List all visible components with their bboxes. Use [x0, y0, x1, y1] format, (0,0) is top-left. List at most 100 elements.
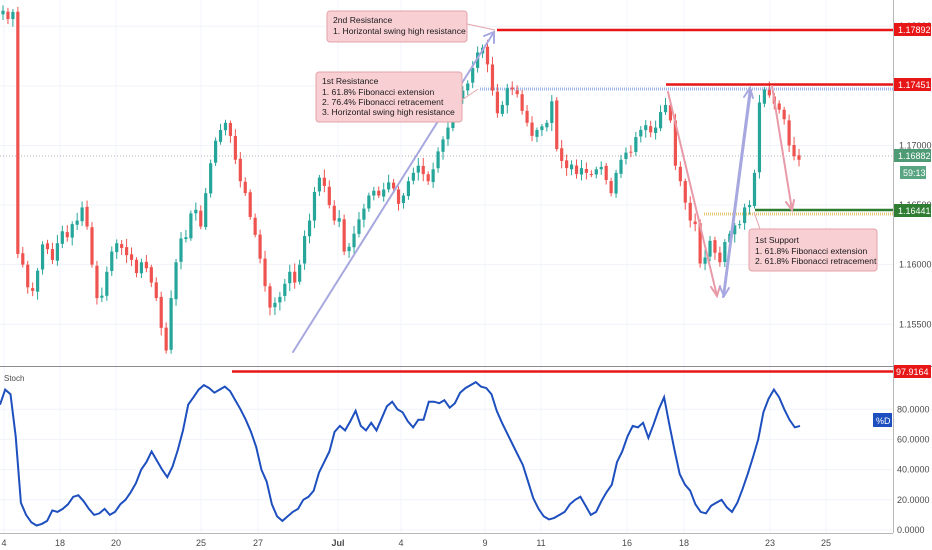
candle [36, 267, 40, 300]
candle [283, 278, 287, 302]
candle-body [505, 88, 509, 106]
candle [540, 123, 544, 137]
candle [312, 186, 317, 229]
candle [6, 7, 10, 25]
candle-body [441, 139, 445, 152]
candle-body [560, 148, 564, 161]
stoch-tick-label: 60.0000 [897, 434, 930, 444]
candle [164, 322, 168, 354]
stoch-tick-label: 80.0000 [897, 404, 930, 414]
candle-body [416, 165, 420, 173]
candle [525, 105, 529, 127]
candle [683, 178, 687, 210]
candle-body [752, 172, 757, 207]
candle-body [683, 181, 687, 203]
candle [258, 229, 262, 264]
candle [560, 139, 564, 169]
candle [31, 282, 35, 297]
candle [75, 212, 79, 230]
candle-body [678, 166, 682, 182]
candle-body [565, 160, 569, 169]
candle [372, 186, 376, 201]
candle [663, 98, 668, 115]
candle-body [589, 174, 593, 176]
res2-title: 2nd Resistance [333, 15, 392, 25]
candle [708, 235, 712, 262]
sup1-line-1: 1. 61.8% Fibonacci extension [755, 246, 867, 256]
candle-body [144, 261, 148, 269]
time-tick-label: 4 [1, 538, 6, 548]
candle [213, 137, 218, 167]
candle-body [283, 283, 287, 296]
candle-body [471, 67, 475, 83]
candle [218, 123, 223, 145]
candle-body [159, 296, 163, 328]
candle [125, 238, 129, 264]
candle-body [406, 181, 411, 197]
candle-body [100, 295, 104, 298]
candle [16, 6, 20, 259]
candle [520, 89, 524, 115]
candle-body [466, 83, 470, 91]
svg-text:97.9164: 97.9164 [896, 367, 929, 377]
time-tick-label: 16 [622, 538, 632, 548]
candle-body [184, 237, 188, 240]
candle-body [797, 155, 801, 160]
candle [634, 131, 638, 156]
candle-body [120, 244, 124, 248]
candle [347, 243, 351, 258]
candle [678, 161, 682, 187]
candle [357, 212, 361, 238]
annotation-1st-support: 1st Support 1. 61.8% Fibonacci extension… [748, 211, 878, 272]
annotation-2nd-resistance: 2nd Resistance 1. Horizontal swing high … [326, 10, 496, 43]
candle [129, 247, 134, 267]
candle-body [426, 174, 430, 182]
candle [139, 258, 144, 279]
candle [604, 162, 608, 185]
candle-body [337, 218, 341, 222]
candle-body [80, 207, 84, 222]
candle-body [115, 243, 119, 253]
candle-body [515, 90, 519, 95]
candle [209, 159, 213, 198]
candle [352, 225, 356, 254]
candle-body [530, 122, 534, 136]
candle-body [550, 101, 554, 123]
candle-body [253, 217, 257, 235]
candle-body [169, 298, 173, 350]
candle [288, 264, 292, 292]
candle-body [357, 219, 361, 234]
candle-body [540, 126, 544, 131]
candle-body [125, 247, 129, 256]
svg-text:1.17451: 1.17451 [898, 80, 931, 90]
arrow-down-pink-1 [667, 91, 718, 297]
price-tick-label: 1.15500 [899, 319, 932, 329]
candle-body [36, 270, 40, 292]
stoch-axis: 0.0000 20.0000 40.0000 60.0000 80.0000 [897, 404, 930, 535]
candle-body [545, 122, 549, 128]
candle-body [411, 172, 415, 181]
candle-body [307, 220, 312, 237]
candle [500, 101, 504, 117]
candle [120, 240, 124, 255]
candle-body [317, 177, 322, 192]
candle [505, 83, 509, 114]
candle-body [95, 265, 99, 299]
candle [263, 250, 267, 292]
candle [609, 177, 613, 197]
candle-body [248, 192, 252, 217]
candle [65, 225, 69, 242]
candle-body [342, 219, 346, 252]
candle-body [40, 244, 45, 270]
candle [332, 200, 336, 225]
candle-body [21, 253, 25, 265]
candle [60, 225, 64, 249]
candle-body [767, 89, 771, 96]
candle [461, 86, 465, 104]
candle-body [179, 238, 183, 262]
candle-body [703, 257, 707, 264]
candle-body [218, 129, 223, 142]
candle [619, 154, 623, 179]
candle-body [762, 89, 766, 104]
